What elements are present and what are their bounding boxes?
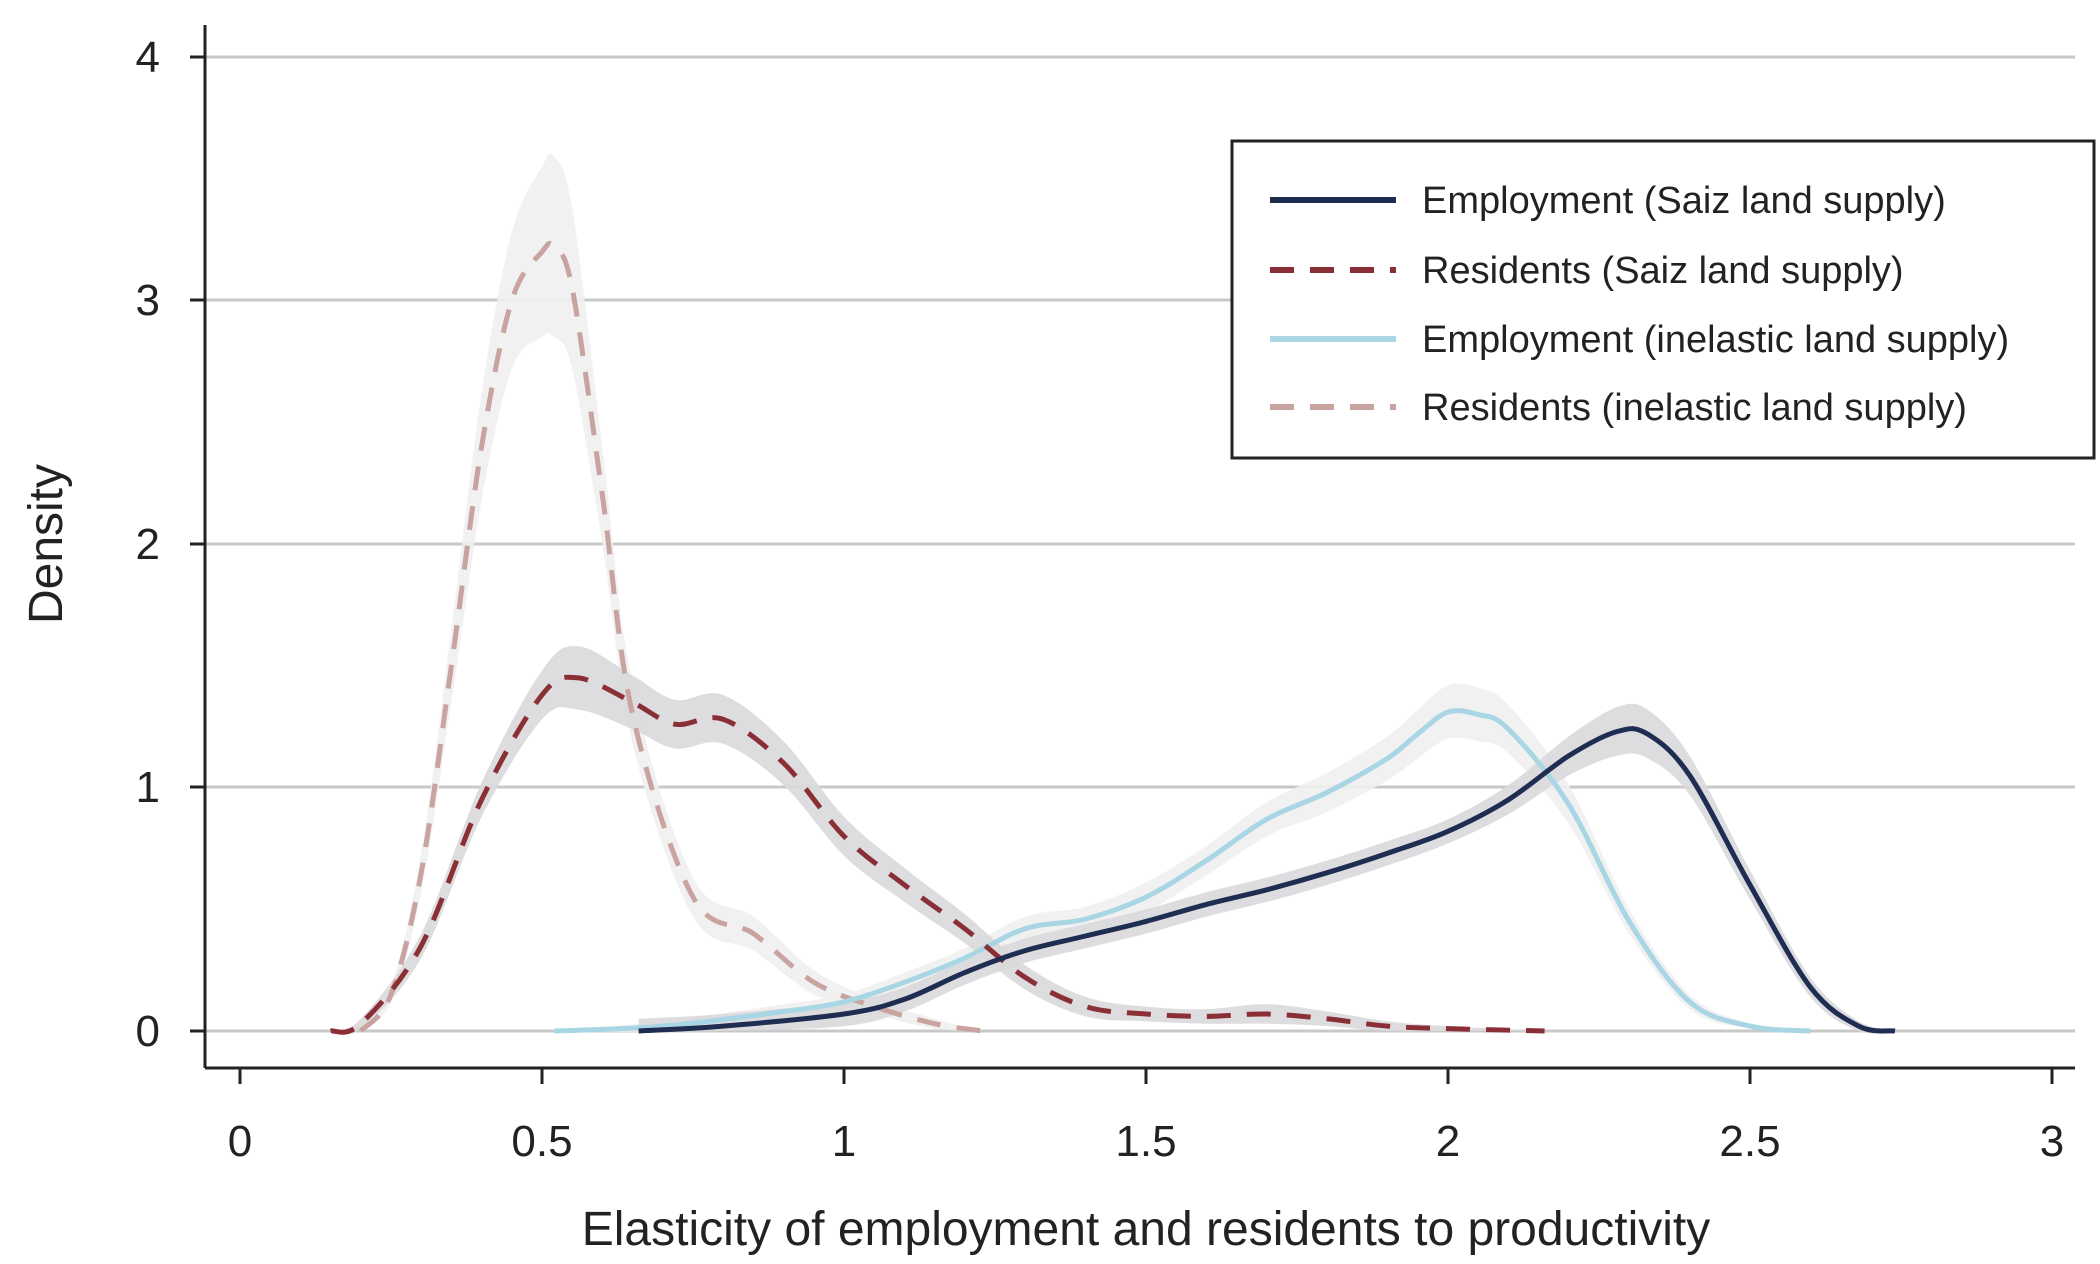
x-tick-label: 1 xyxy=(832,1117,856,1166)
x-tick-label: 2 xyxy=(1436,1117,1460,1166)
x-tick-label: 1.5 xyxy=(1115,1117,1176,1166)
series-line-employment-saiz xyxy=(638,726,1896,1034)
series-line-residents-saiz xyxy=(330,674,1545,1035)
x-tick-label: 0.5 xyxy=(511,1117,572,1166)
y-ticks: 0 1 2 3 4 xyxy=(136,33,205,1056)
y-axis-title: Density xyxy=(20,464,73,624)
x-axis-title: Elasticity of employment and residents t… xyxy=(582,1203,1711,1256)
confidence-band-residents-inelastic xyxy=(360,153,983,1031)
x-ticks: 0 0.5 1 1.5 2 2.5 3 xyxy=(228,1068,2064,1166)
series-line-employment-inelastic xyxy=(553,708,1811,1034)
legend-label: Employment (inelastic land supply) xyxy=(1422,319,2009,361)
legend-label: Residents (Saiz land supply) xyxy=(1422,250,1904,292)
legend: Employment (Saiz land supply) Residents … xyxy=(1230,139,2096,460)
legend-label: Residents (inelastic land supply) xyxy=(1422,387,1967,429)
x-tick-label: 3 xyxy=(2040,1117,2064,1166)
y-tick-label: 0 xyxy=(136,1007,160,1056)
y-tick-label: 3 xyxy=(136,276,160,325)
density-lines xyxy=(330,241,1896,1035)
x-tick-label: 2.5 xyxy=(1719,1117,1780,1166)
y-tick-label: 1 xyxy=(136,763,160,812)
series-line-residents-inelastic xyxy=(358,241,984,1034)
legend-box xyxy=(1230,139,2096,460)
legend-label: Employment (Saiz land supply) xyxy=(1422,180,1946,222)
y-tick-label: 2 xyxy=(136,520,160,569)
axes xyxy=(203,25,2075,1070)
x-tick-label: 0 xyxy=(228,1117,252,1166)
y-tick-label: 4 xyxy=(136,33,160,82)
